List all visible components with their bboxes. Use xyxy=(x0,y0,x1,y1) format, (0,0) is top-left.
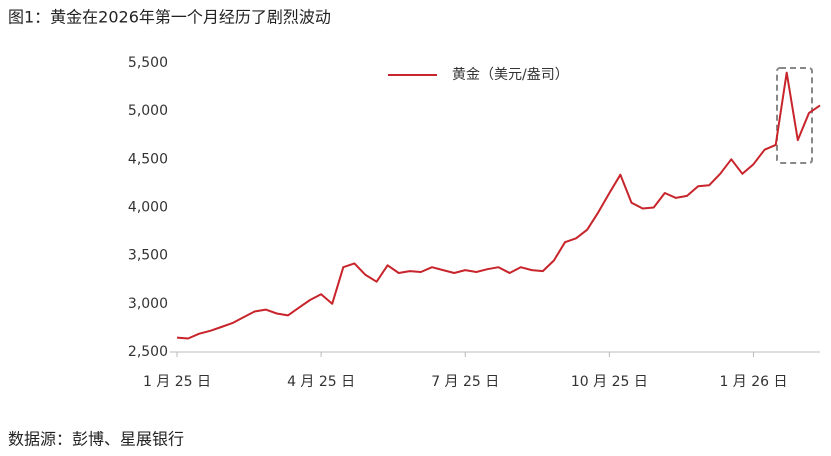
source: 数据源：彭博、星展银行 xyxy=(8,430,184,449)
y-tick-label: 4,000 xyxy=(128,200,168,216)
x-tick-label: 4 月 25 日 xyxy=(287,374,355,390)
legend-label: 黄金（美元/盎司） xyxy=(452,66,569,83)
y-tick-label: 2,500 xyxy=(128,344,168,360)
chart-title: 图1：黄金在2026年第一个月经历了剧烈波动 xyxy=(8,8,331,27)
line xyxy=(176,71,821,340)
y-tick-label: 5,000 xyxy=(128,103,168,119)
y-tick-label: 4,500 xyxy=(128,151,168,167)
x-tick-label: 10 月 25 日 xyxy=(571,374,648,390)
highlight-box xyxy=(776,67,813,164)
y-tick-label: 5,500 xyxy=(128,55,168,71)
x-tick-label: 7 月 25 日 xyxy=(431,374,499,390)
x-tick-label: 1 月 26 日 xyxy=(719,374,787,390)
x-tick-label: 1 月 25 日 xyxy=(143,374,211,390)
y-tick-label: 3,000 xyxy=(128,296,168,312)
y-tick-label: 3,500 xyxy=(128,248,168,264)
